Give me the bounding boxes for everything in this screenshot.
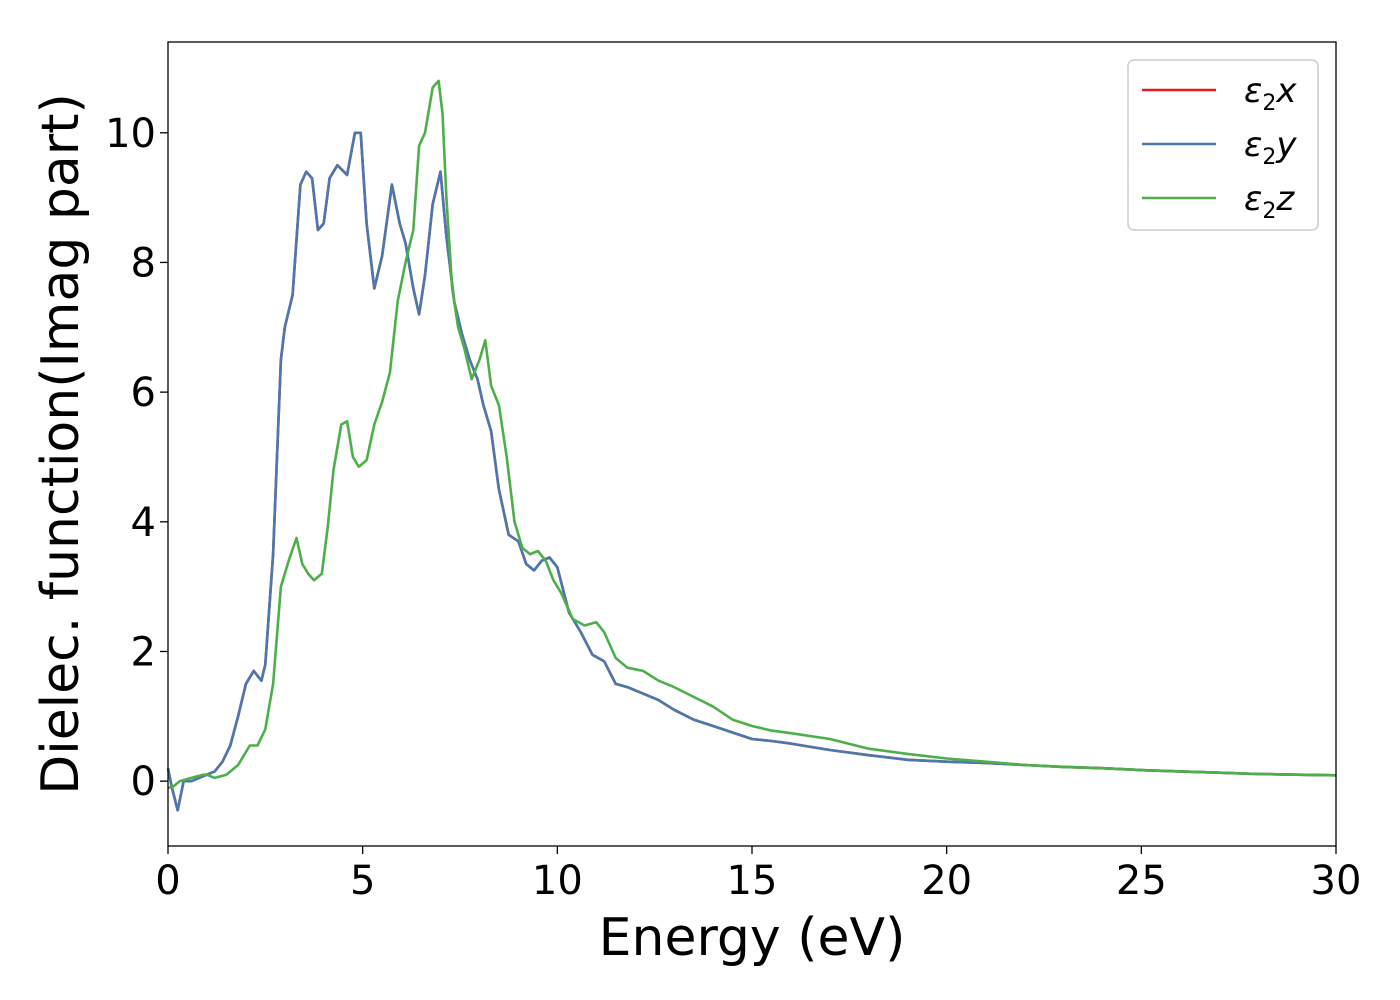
- legend-component: x: [1275, 71, 1297, 111]
- legend-component: y: [1275, 125, 1297, 165]
- x-tick-label: 0: [155, 858, 180, 904]
- y-tick-label: 4: [131, 500, 156, 546]
- legend-symbol: ε: [1244, 71, 1262, 111]
- legend-box: [1127, 59, 1319, 231]
- legend-symbol: ε: [1244, 179, 1262, 219]
- legend-label-z: ε2z: [1244, 179, 1295, 224]
- series-line-z: [168, 79, 1337, 789]
- x-axis-label: Energy (eV): [599, 908, 906, 968]
- y-tick-label: 6: [131, 370, 156, 416]
- y-tick-label: 0: [131, 759, 156, 805]
- legend-symbol: ε: [1244, 125, 1262, 165]
- y-tick-label: 8: [131, 240, 156, 286]
- x-tick-label: 15: [727, 858, 778, 904]
- x-axis: 0 5 10 15 20 25 30: [155, 846, 1361, 904]
- series-line-y: [166, 131, 1337, 812]
- legend-subscript: 2: [1262, 91, 1276, 116]
- legend-component: z: [1275, 179, 1295, 219]
- legend-subscript: 2: [1262, 145, 1276, 170]
- x-tick-label: 20: [921, 858, 972, 904]
- y-axis: 0 2 4 6 8 10: [105, 111, 168, 805]
- legend-label-y: ε2y: [1244, 125, 1297, 170]
- series-layer: [166, 79, 1337, 812]
- x-tick-label: 30: [1311, 858, 1362, 904]
- y-axis-label: Dielec. function(Imag part): [31, 93, 91, 795]
- x-tick-label: 25: [1116, 858, 1167, 904]
- y-tick-label: 10: [105, 111, 156, 157]
- legend-label-x: ε2x: [1244, 71, 1297, 116]
- legend-subscript: 2: [1262, 199, 1276, 224]
- y-tick-label: 2: [131, 629, 156, 675]
- x-tick-label: 10: [532, 858, 583, 904]
- x-tick-label: 5: [350, 858, 375, 904]
